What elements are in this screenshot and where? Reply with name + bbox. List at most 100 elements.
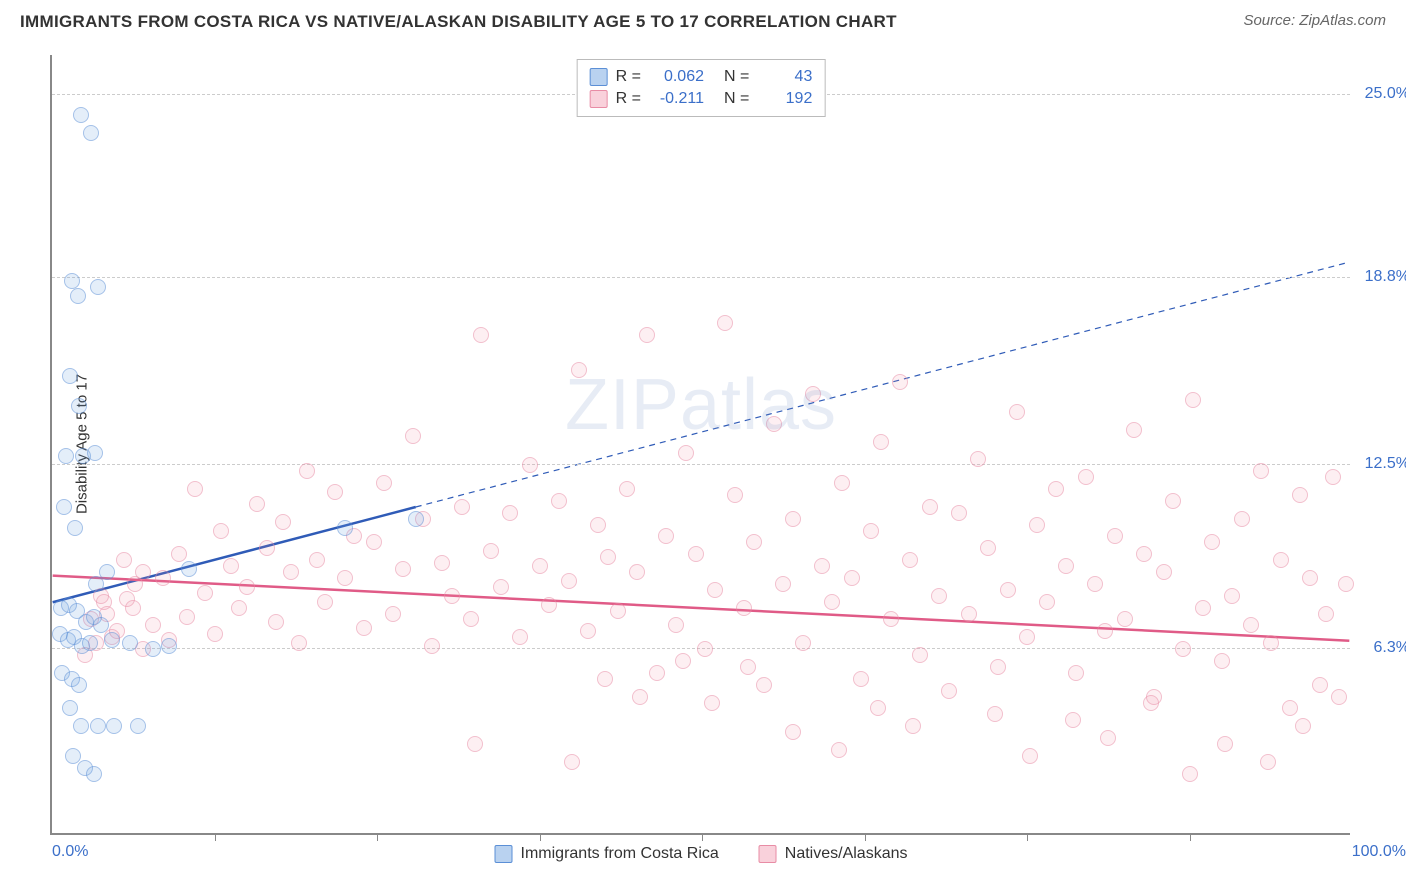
scatter-point bbox=[1068, 665, 1084, 681]
scatter-point bbox=[1312, 677, 1328, 693]
legend-item-pink: Natives/Alaskans bbox=[759, 845, 908, 863]
scatter-point bbox=[564, 754, 580, 770]
scatter-point bbox=[1243, 617, 1259, 633]
scatter-point bbox=[1048, 481, 1064, 497]
scatter-point bbox=[649, 665, 665, 681]
scatter-point bbox=[83, 125, 99, 141]
scatter-point bbox=[1019, 629, 1035, 645]
scatter-point bbox=[1143, 695, 1159, 711]
scatter-point bbox=[1039, 594, 1055, 610]
scatter-point bbox=[327, 484, 343, 500]
x-tick bbox=[865, 833, 866, 841]
scatter-point bbox=[1295, 718, 1311, 734]
scatter-point bbox=[961, 606, 977, 622]
scatter-point bbox=[931, 588, 947, 604]
scatter-point bbox=[90, 279, 106, 295]
scatter-point bbox=[1100, 730, 1116, 746]
scatter-point bbox=[1029, 517, 1045, 533]
correlation-legend: R = 0.062 N = 43 R = -0.211 N = 192 bbox=[577, 59, 826, 117]
scatter-point bbox=[805, 386, 821, 402]
swatch-pink-icon bbox=[759, 845, 777, 863]
scatter-point bbox=[1217, 736, 1233, 752]
scatter-point bbox=[104, 632, 120, 648]
scatter-point bbox=[532, 558, 548, 574]
scatter-point bbox=[610, 603, 626, 619]
scatter-point bbox=[597, 671, 613, 687]
scatter-point bbox=[181, 561, 197, 577]
scatter-point bbox=[99, 564, 115, 580]
scatter-point bbox=[1136, 546, 1152, 562]
scatter-point bbox=[844, 570, 860, 586]
scatter-point bbox=[356, 620, 372, 636]
scatter-point bbox=[125, 600, 141, 616]
scatter-point bbox=[551, 493, 567, 509]
scatter-point bbox=[912, 647, 928, 663]
scatter-point bbox=[717, 315, 733, 331]
scatter-point bbox=[619, 481, 635, 497]
scatter-point bbox=[746, 534, 762, 550]
scatter-point bbox=[62, 700, 78, 716]
scatter-point bbox=[71, 398, 87, 414]
scatter-point bbox=[1009, 404, 1025, 420]
scatter-point bbox=[405, 428, 421, 444]
gridline bbox=[52, 464, 1350, 465]
scatter-point bbox=[629, 564, 645, 580]
scatter-point bbox=[395, 561, 411, 577]
scatter-point bbox=[317, 594, 333, 610]
scatter-point bbox=[1182, 766, 1198, 782]
chart-header: IMMIGRANTS FROM COSTA RICA VS NATIVE/ALA… bbox=[0, 0, 1406, 40]
scatter-point bbox=[106, 718, 122, 734]
scatter-point bbox=[512, 629, 528, 645]
scatter-point bbox=[1338, 576, 1354, 592]
scatter-point bbox=[561, 573, 577, 589]
scatter-point bbox=[1260, 754, 1276, 770]
scatter-point bbox=[834, 475, 850, 491]
scatter-point bbox=[309, 552, 325, 568]
scatter-point bbox=[814, 558, 830, 574]
scatter-point bbox=[444, 588, 460, 604]
scatter-point bbox=[424, 638, 440, 654]
scatter-point bbox=[675, 653, 691, 669]
scatter-point bbox=[67, 520, 83, 536]
scatter-point bbox=[259, 540, 275, 556]
n-label: N = bbox=[724, 68, 749, 86]
scatter-point bbox=[385, 606, 401, 622]
watermark: ZIPatlas bbox=[565, 364, 837, 446]
y-tick-label: 6.3% bbox=[1374, 639, 1406, 657]
scatter-point bbox=[73, 718, 89, 734]
scatter-point bbox=[863, 523, 879, 539]
scatter-point bbox=[1263, 635, 1279, 651]
scatter-point bbox=[639, 327, 655, 343]
scatter-point bbox=[766, 416, 782, 432]
scatter-point bbox=[600, 549, 616, 565]
scatter-point bbox=[1195, 600, 1211, 616]
scatter-point bbox=[590, 517, 606, 533]
scatter-point bbox=[740, 659, 756, 675]
scatter-point bbox=[197, 585, 213, 601]
scatter-point bbox=[1253, 463, 1269, 479]
scatter-point bbox=[883, 611, 899, 627]
scatter-point bbox=[249, 496, 265, 512]
r-label: R = bbox=[616, 90, 641, 108]
scatter-point bbox=[902, 552, 918, 568]
scatter-point bbox=[1087, 576, 1103, 592]
scatter-point bbox=[337, 570, 353, 586]
scatter-point bbox=[1302, 570, 1318, 586]
scatter-point bbox=[82, 635, 98, 651]
scatter-point bbox=[1214, 653, 1230, 669]
scatter-point bbox=[727, 487, 743, 503]
scatter-point bbox=[632, 689, 648, 705]
scatter-point bbox=[736, 600, 752, 616]
scatter-point bbox=[980, 540, 996, 556]
scatter-point bbox=[155, 570, 171, 586]
scatter-point bbox=[299, 463, 315, 479]
scatter-point bbox=[1107, 528, 1123, 544]
scatter-point bbox=[463, 611, 479, 627]
scatter-point bbox=[697, 641, 713, 657]
scatter-point bbox=[408, 511, 424, 527]
scatter-point bbox=[1318, 606, 1334, 622]
scatter-point bbox=[1185, 392, 1201, 408]
scatter-point bbox=[795, 635, 811, 651]
scatter-point bbox=[1000, 582, 1016, 598]
series-legend: Immigrants from Costa Rica Natives/Alask… bbox=[495, 845, 908, 863]
